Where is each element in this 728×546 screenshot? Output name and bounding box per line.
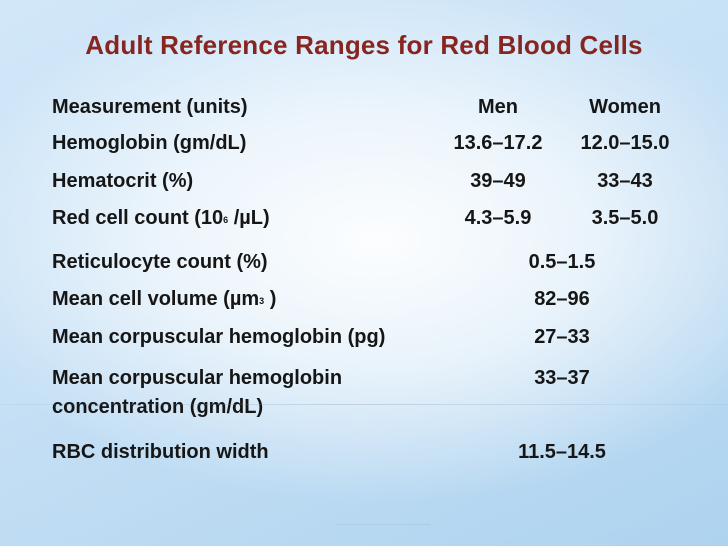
row-label: Hematocrit (%) [52, 170, 194, 192]
table-row: Hemoglobin (gm/dL) 13.6–17.2 12.0–15.0 [52, 130, 696, 156]
row-combined-value: 27–33 [534, 326, 590, 348]
horizontal-seam-line [0, 404, 728, 405]
table-row: Mean corpuscular hemoglobin (pg) 27–33 [52, 324, 696, 350]
table-header-row: Measurement (units) Men Women [52, 94, 696, 120]
row-men-value: 4.3–5.9 [464, 207, 532, 229]
row-label: Reticulocyte count (%) [52, 251, 268, 273]
row-men-value: 39–49 [470, 170, 526, 192]
faint-bottom-line [335, 524, 430, 525]
row-label: Hemoglobin (gm/dL) [52, 132, 247, 154]
row-women-value: 3.5–5.0 [591, 207, 659, 229]
table-row: Mean cell volume (µm3 ) 82–96 [52, 286, 696, 315]
header-women: Women [589, 96, 661, 118]
table-row: Hematocrit (%) 39–49 33–43 [52, 168, 696, 194]
row-label-text: /µL) [228, 207, 270, 229]
row-combined-value: 33–37 [534, 367, 590, 389]
row-label: Mean corpuscular hemoglobin (pg) [52, 326, 386, 348]
row-label: Red cell count (106 /µL) [52, 205, 442, 234]
row-label: Mean cell volume (µm3 ) [52, 286, 442, 315]
row-combined-value: 11.5–14.5 [518, 441, 606, 463]
table-row: Red cell count (106 /µL) 4.3–5.9 3.5–5.0 [52, 205, 696, 234]
row-women-value: 33–43 [597, 170, 653, 192]
slide-title: Adult Reference Ranges for Red Blood Cel… [85, 30, 643, 60]
table-row: Reticulocyte count (%) 0.5–1.5 [52, 249, 696, 275]
table-row: RBC distribution width 11.5–14.5 [52, 439, 696, 465]
row-men-value: 13.6–17.2 [453, 132, 543, 154]
row-label-text: Mean cell volume (µm [52, 288, 260, 310]
header-men: Men [478, 96, 518, 118]
row-label: Mean corpuscular hemoglobin concentratio… [52, 367, 343, 418]
header-measurement: Measurement (units) [52, 96, 248, 118]
row-combined-value: 0.5–1.5 [528, 251, 596, 273]
superscript: 3 [259, 296, 265, 306]
row-combined-value: 82–96 [534, 288, 590, 310]
row-label: RBC distribution width [52, 441, 269, 463]
table-row: Mean corpuscular hemoglobin concentratio… [52, 364, 696, 422]
row-women-value: 12.0–15.0 [580, 132, 670, 154]
row-label-text: ) [264, 288, 277, 310]
superscript: 6 [223, 215, 229, 225]
row-label-text: Red cell count (10 [52, 207, 224, 229]
